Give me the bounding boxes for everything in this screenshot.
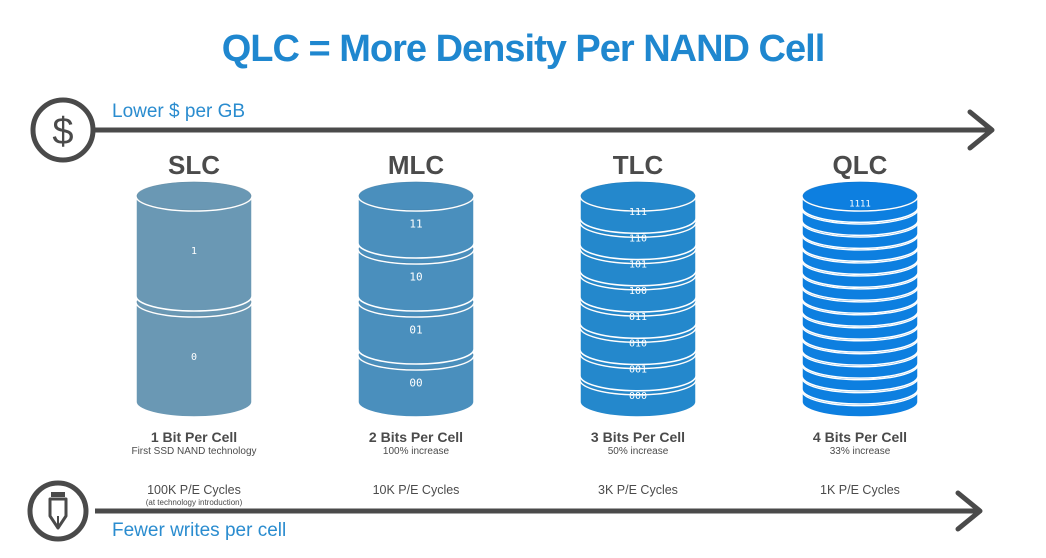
top-arrow [95,109,995,151]
svg-text:$: $ [52,111,73,153]
cell-state-label: 100 [629,286,647,297]
cell-state-label: 01 [409,324,422,337]
page-title: QLC = More Density Per NAND Cell [221,28,826,70]
pe-cycles: 3K P/E Cycles [598,483,678,497]
cell-state-label: 11 [409,218,422,231]
cell-state-label: 110 [629,233,647,244]
bottom-arrow-label: Fewer writes per cell [112,520,287,541]
cell-state-label: 111 [629,207,647,218]
type-label: MLC [387,150,445,180]
density-note: 50% increase [607,446,669,457]
bottom-arrow [95,490,983,532]
density-note: 33% increase [829,446,891,457]
density-note: First SSD NAND technology [131,446,257,457]
pe-cycles: 1K P/E Cycles [820,483,900,497]
cell-state-label: 1111 [849,200,871,210]
cell-layer: 1111 [801,180,919,224]
type-label: TLC [612,150,664,180]
pe-cycles-note: (at technology introduction) [145,498,243,507]
dollar-icon: $ [30,97,96,163]
pe-cycles: 100K P/E Cycles [147,483,241,497]
cell-state-label: 0 [191,352,197,363]
type-label: SLC [168,150,220,180]
slc-cell-stack: 01 [135,180,253,418]
qlc-cell-stack: 0000000100100011010001010110011110001001… [801,180,919,418]
top-arrow-label: Lower $ per GB [112,101,246,122]
type-label: QLC [832,150,888,180]
cell-state-label: 000 [629,391,647,402]
cell-state-label: 011 [629,312,647,323]
bits-per-cell-label: 2 Bits Per Cell [368,429,464,445]
cell-state-label: 1 [191,246,197,257]
cell-layer: 11 [357,180,475,259]
density-note: 100% increase [382,446,450,457]
cell-state-label: 001 [629,365,647,376]
pencil-icon [27,480,89,542]
cell-layer: 1 [135,180,253,312]
bits-per-cell-label: 1 Bit Per Cell [150,429,238,445]
bits-per-cell-label: 4 Bits Per Cell [812,429,908,445]
cell-state-label: 10 [409,271,422,284]
pe-cycles: 10K P/E Cycles [372,483,460,497]
cell-state-label: 101 [629,260,647,271]
cell-state-label: 00 [409,377,422,390]
cell-state-label: 010 [629,338,647,349]
mlc-cell-stack: 00 01 10 11 [357,180,475,418]
cell-layer: 111 [579,180,697,234]
bits-per-cell-label: 3 Bits Per Cell [590,429,686,445]
tlc-cell-stack: 000 001 010 011 100 101 110 111 [579,180,697,418]
